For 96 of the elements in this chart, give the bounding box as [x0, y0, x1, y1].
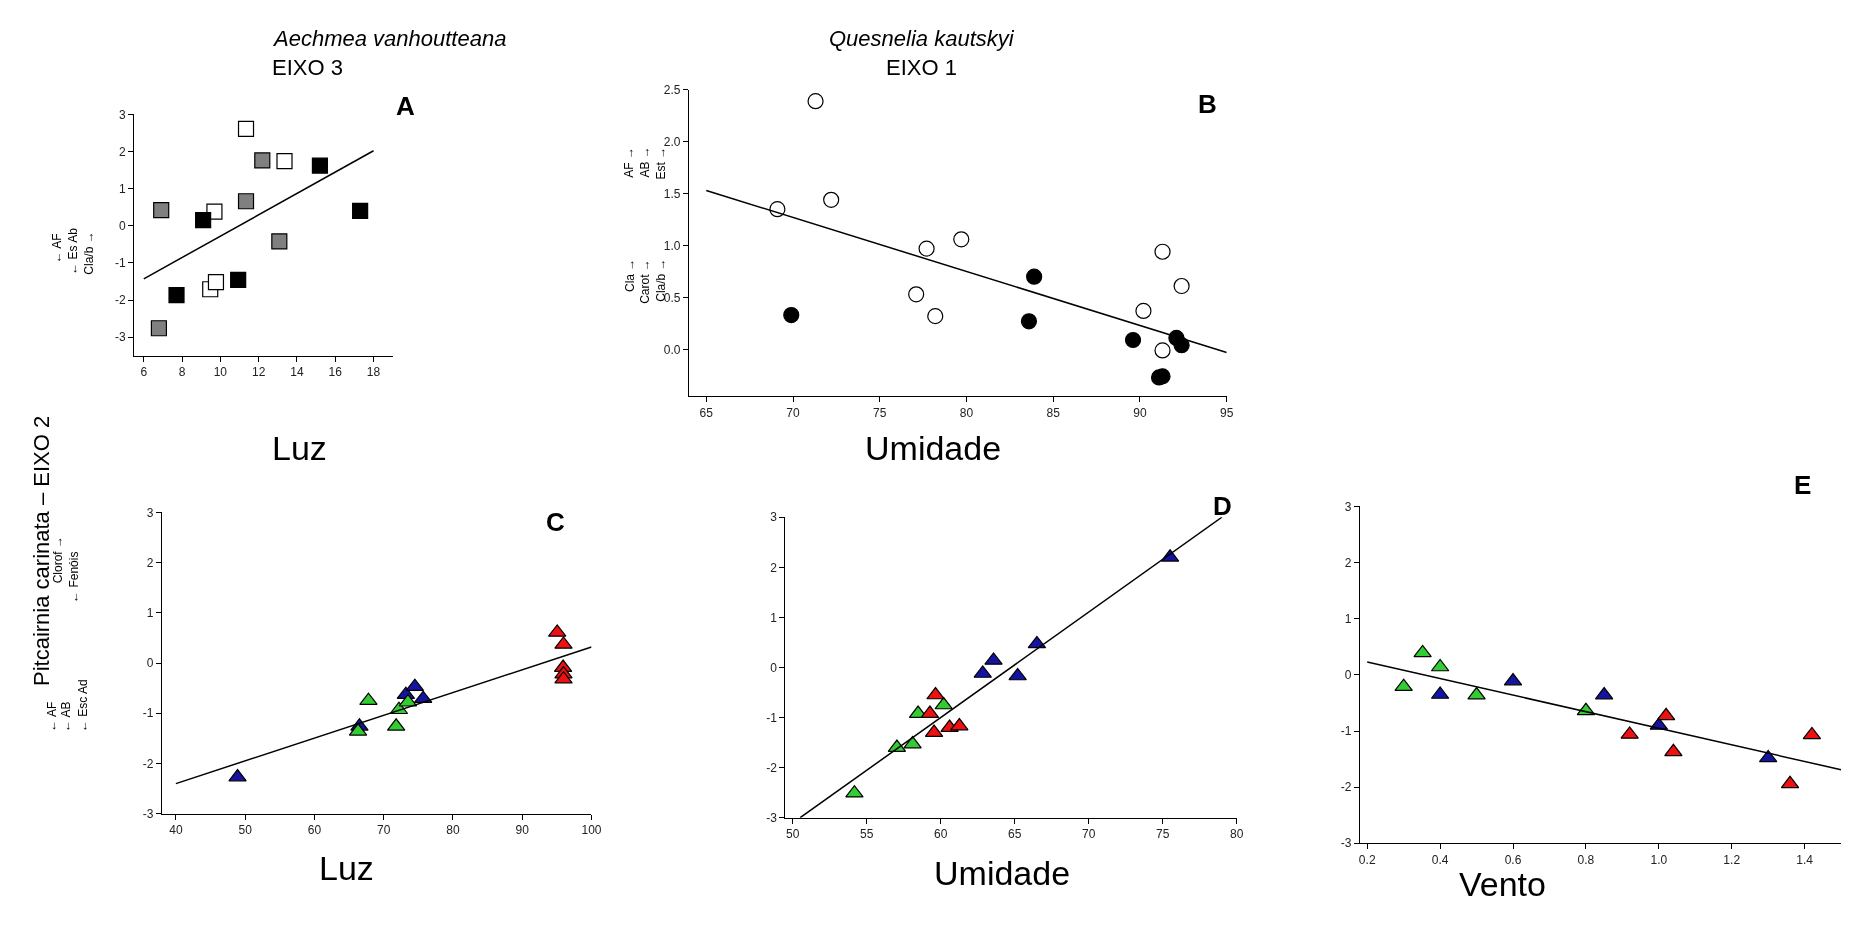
- x-tick-label: 70: [1082, 827, 1096, 842]
- text: ← AF: [44, 701, 59, 732]
- y-tick-label: -1: [766, 710, 778, 725]
- x-tick-label: 0.4: [1431, 852, 1449, 867]
- x-tick-label: 60: [307, 823, 322, 838]
- y-tick-label: 3: [119, 107, 127, 122]
- y-tick-label: 1: [146, 606, 154, 620]
- chart-title: Quesnelia kautskyi: [829, 26, 1015, 51]
- y-tick-label: 0: [770, 660, 778, 675]
- x-tick-label: 40: [169, 823, 183, 838]
- text: Cla →: [622, 258, 637, 292]
- text: ← AF: [50, 233, 65, 264]
- x-tick-label: 65: [1008, 827, 1022, 842]
- x-tick-label: 1.4: [1796, 852, 1814, 867]
- x-tick-label: 1.0: [1650, 852, 1668, 867]
- chart-subtitle: EIXO 1: [886, 55, 957, 80]
- text: ← Esc Ad: [76, 679, 91, 733]
- y-tick-label: 1: [1344, 611, 1352, 626]
- y-tick-label: 2.5: [663, 82, 681, 97]
- x-axis-title: Luz: [319, 849, 374, 887]
- y-tick-label: -1: [1340, 724, 1352, 739]
- x-tick-label: 95: [1220, 405, 1234, 420]
- text: Carot →: [638, 259, 653, 304]
- x-axis-title: Luz: [272, 429, 327, 467]
- y-tick-label: 0: [119, 218, 127, 233]
- x-tick-label: 10: [213, 365, 228, 380]
- x-tick-label: 12: [251, 365, 266, 380]
- x-tick-label: 0.2: [1358, 852, 1376, 867]
- y-tick-label: 3: [146, 505, 154, 520]
- y-tick-label: 2: [770, 560, 778, 575]
- y-tick-label: 0: [1344, 668, 1352, 683]
- y-tick-label: 3: [1344, 499, 1352, 514]
- x-tick-label: 70: [377, 823, 391, 838]
- x-axis-title: Vento: [1459, 865, 1546, 903]
- text: AB →: [637, 146, 652, 178]
- x-tick-label: 80: [959, 405, 974, 420]
- x-axis-title: Umidade: [865, 429, 1002, 467]
- annotation: D: [1213, 491, 1232, 521]
- x-tick-label: 80: [446, 823, 460, 838]
- x-tick-label: 50: [238, 823, 253, 838]
- x-tick-label: 8: [178, 365, 186, 380]
- x-tick-label: 60: [934, 827, 948, 842]
- text: A: [396, 91, 415, 121]
- text: AF →: [621, 147, 636, 178]
- x-tick-label: 65: [699, 405, 714, 420]
- y-tick-label: -2: [142, 756, 154, 771]
- y-tick-label: 1.5: [663, 186, 681, 201]
- y-tick-label: -3: [1340, 836, 1352, 851]
- x-tick-label: 0.6: [1504, 852, 1522, 867]
- x-tick-label: 18: [366, 365, 381, 380]
- y-tick-label: -2: [1340, 780, 1352, 795]
- x-tick-label: 100: [581, 823, 602, 838]
- y-tick-label: 2: [119, 144, 127, 159]
- y-tick-label: -1: [142, 706, 154, 721]
- y-tick-label: -3: [115, 330, 127, 345]
- text: Clorof →: [51, 535, 66, 584]
- y-tick-label: 3: [770, 510, 778, 525]
- y-tick-label: 1.0: [663, 238, 681, 253]
- x-tick-label: 1.2: [1723, 852, 1741, 867]
- x-tick-label: 55: [860, 827, 874, 842]
- x-tick-label: 50: [786, 827, 800, 842]
- y-tick-label: 1: [119, 181, 127, 196]
- x-tick-label: 16: [328, 365, 343, 380]
- x-tick-label: 80: [1229, 827, 1244, 842]
- annotation: B: [1198, 89, 1217, 119]
- chart-subtitle: EIXO 3: [272, 55, 343, 80]
- x-tick-label: 70: [786, 405, 800, 420]
- x-tick-label: 0.8: [1577, 852, 1595, 867]
- y-tick-label: -2: [115, 293, 127, 308]
- y-tick-label: -1: [115, 256, 127, 271]
- text: ← Fenóis: [67, 551, 82, 603]
- x-tick-label: 6: [140, 365, 148, 380]
- y-tick-label: 2.0: [663, 134, 681, 149]
- y-tick-label: 2: [1344, 555, 1352, 570]
- y-tick-label: -3: [142, 806, 154, 821]
- text: Cla/b →: [82, 231, 97, 275]
- text: E: [1794, 470, 1812, 500]
- y-tick-label: 0.0: [663, 342, 681, 357]
- x-tick-label: 90: [515, 823, 530, 838]
- y-tick-label: 0: [146, 656, 154, 671]
- y-axis-title: Pitcairnia carinata – EIXO 2: [28, 415, 54, 687]
- x-axis-title: Umidade: [934, 854, 1071, 892]
- x-tick-label: 14: [290, 365, 304, 380]
- y-tick-label: 2: [146, 555, 154, 570]
- y-tick-label: -3: [766, 810, 778, 825]
- y-tick-label: 1: [770, 610, 778, 625]
- x-tick-label: 85: [1046, 405, 1061, 420]
- y-tick-label: -2: [766, 760, 778, 775]
- chart-title: Aechmea vanhoutteana: [272, 26, 507, 51]
- x-tick-label: 75: [873, 405, 887, 420]
- x-tick-label: 90: [1133, 405, 1147, 420]
- text: Est →: [653, 146, 668, 180]
- text: ← Es Ab: [66, 227, 81, 275]
- annotation: C: [546, 507, 565, 537]
- x-tick-label: 75: [1155, 827, 1170, 842]
- text: ← AB: [59, 701, 74, 733]
